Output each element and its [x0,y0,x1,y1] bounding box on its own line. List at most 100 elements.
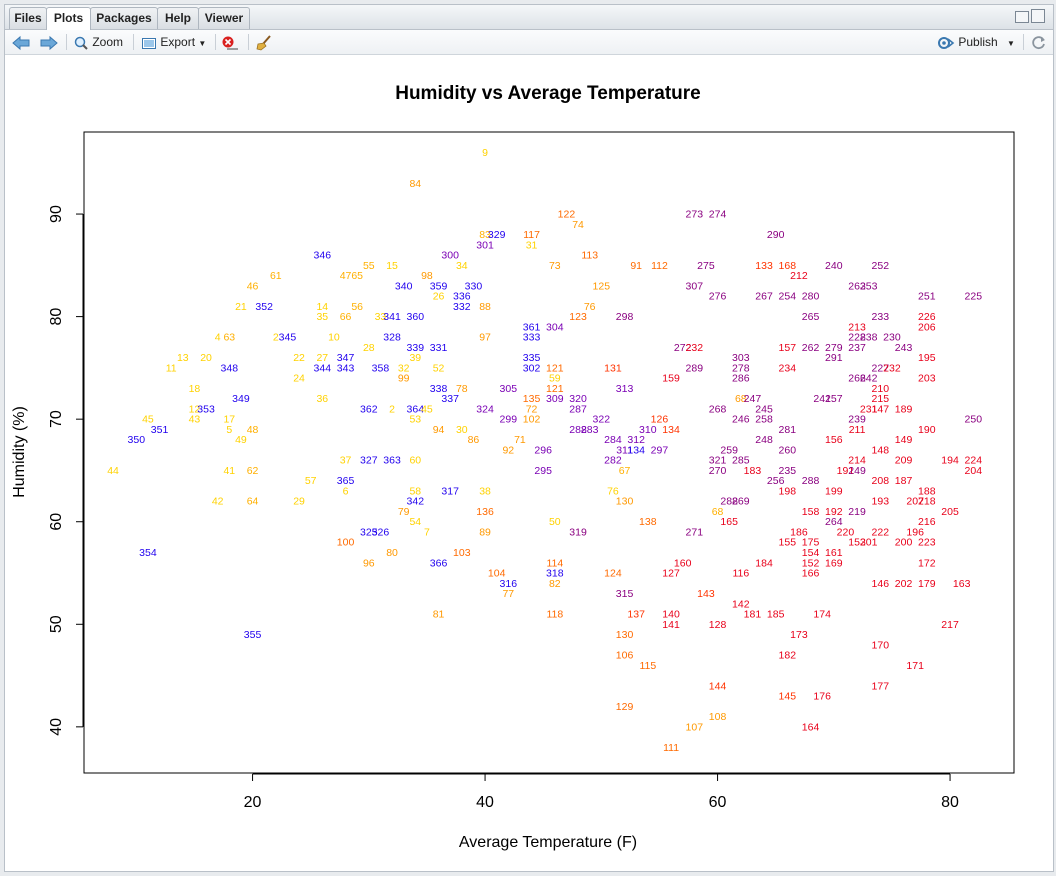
scatter-point-label: 298 [616,311,634,323]
scatter-point-label: 257 [825,393,843,405]
back-button[interactable] [11,32,31,52]
tab-packages[interactable]: Packages [90,7,158,29]
scatter-point-label: 46 [247,280,259,292]
scatter-point-label: 138 [639,516,657,528]
export-image-icon [142,37,156,49]
tab-help[interactable]: Help [157,7,199,29]
clear-all-plots-button[interactable] [255,32,273,52]
export-menu[interactable]: Export ▼ [141,32,206,52]
scatter-point-label: 305 [500,383,518,395]
x-tick-label: 40 [476,794,494,811]
scatter-point-label: 158 [802,506,820,518]
scatter-point-label: 67 [619,465,631,477]
plot-frame [83,131,1015,774]
scatter-point-label: 339 [407,342,425,354]
scatter-point-label: 145 [779,691,797,703]
remove-plot-button[interactable] [221,32,239,52]
scatter-point-label: 181 [744,609,762,621]
scatter-point-label: 201 [860,537,878,549]
scatter-point-label: 320 [569,393,587,405]
tab-viewer[interactable]: Viewer [198,7,250,29]
tab-plots[interactable]: Plots [46,7,91,30]
scatter-point-label: 193 [872,496,890,508]
scatter-point-label: 265 [802,311,820,323]
scatter-point-label: 84 [409,178,421,190]
scatter-point-label: 287 [569,403,587,415]
scatter-point-label: 329 [488,229,506,241]
toolbar-divider [133,34,134,50]
scatter-point-label: 96 [363,557,375,569]
scatter-point-label: 252 [872,260,890,272]
scatter-point-label: 233 [872,311,890,323]
scatter-point-label: 242 [860,373,878,385]
scatter-point-label: 33 [375,311,387,323]
scatter-point-label: 231 [860,403,878,415]
scatter-point-label: 43 [189,414,201,426]
scatter-point-label: 80 [386,547,398,559]
scatter-point-label: 295 [534,465,552,477]
scatter-point-label: 311 [616,444,633,456]
scatter-point-label: 17 [223,414,235,426]
scatter-point-label: 60 [409,455,421,467]
scatter-point-label: 99 [398,373,410,385]
scatter-point-label: 283 [581,424,599,436]
scatter-point-label: 160 [674,557,692,569]
scatter-point-label: 76 [607,485,619,497]
toolbar-divider [66,34,67,50]
minimize-pane-icon[interactable] [1015,11,1029,23]
scatter-point-label: 37 [340,455,352,467]
scatter-point-label: 353 [197,403,215,415]
scatter-point-label: 152 [802,557,820,569]
scatter-point-label: 217 [941,619,959,631]
scatter-point-label: 332 [453,301,471,313]
scatter-point-label: 273 [686,209,704,221]
scatter-point-label: 328 [383,332,401,344]
scatter-point-label: 348 [221,362,239,374]
scatter-point-label: 86 [468,434,480,446]
scatter-point-label: 243 [895,342,913,354]
scatter-point-label: 172 [918,557,936,569]
scatter-point-label: 351 [151,424,169,436]
scatter-point-label: 213 [848,321,866,333]
scatter-point-label: 104 [488,568,506,580]
scatter-point-label: 341 [383,311,401,323]
scatter-point-label: 212 [790,270,808,282]
scatter-point-label: 282 [604,455,622,467]
scatter-point-label: 36 [316,393,328,405]
scatter-point-label: 161 [825,547,843,559]
scatter-point-label: 300 [441,250,459,262]
publish-menu[interactable]: Publish ▼ [937,32,1015,52]
scatter-point-label: 31 [526,239,538,251]
scatter-point-label: 131 [604,362,622,374]
scatter-point-label: 199 [825,485,843,497]
scatter-point-label: 245 [755,403,773,415]
x-tick-label: 60 [709,794,727,811]
scatter-point-label: 365 [337,475,355,487]
scatter-point-label: 143 [697,588,715,600]
scatter-point-label: 163 [953,578,971,590]
scatter-point-label: 285 [732,455,750,467]
scatter-point-label: 263 [848,280,866,292]
scatter-point-label: 73 [549,260,561,272]
scatter-point-label: 189 [895,403,913,415]
scatter-point-label: 345 [279,332,297,344]
scatter-point-label: 78 [456,383,468,395]
scatter-point-label: 225 [965,291,983,303]
scatter-point-label: 130 [616,496,634,508]
axes: 20 40 60 80 40 50 60 70 80 90 [48,205,959,811]
maximize-pane-icon[interactable] [1031,9,1045,23]
scatter-point-label: 126 [651,414,669,426]
zoom-button[interactable]: Zoom [73,32,123,52]
scatter-point-label: 347 [337,352,355,364]
refresh-button[interactable] [1031,32,1047,52]
scatter-point-label: 123 [569,311,587,323]
forward-button[interactable] [39,32,59,52]
toolbar-divider [248,34,249,50]
plot-area: Humidity vs Average Temperature 20 40 60 80… [5,55,1053,871]
scatter-point-label: 21 [235,301,247,313]
broom-icon [256,35,271,51]
scatter-point-label: 169 [825,557,843,569]
scatter-point-label: 128 [709,619,727,631]
tab-files[interactable]: Files [9,7,47,29]
scatter-point-label: 5 [226,424,232,436]
